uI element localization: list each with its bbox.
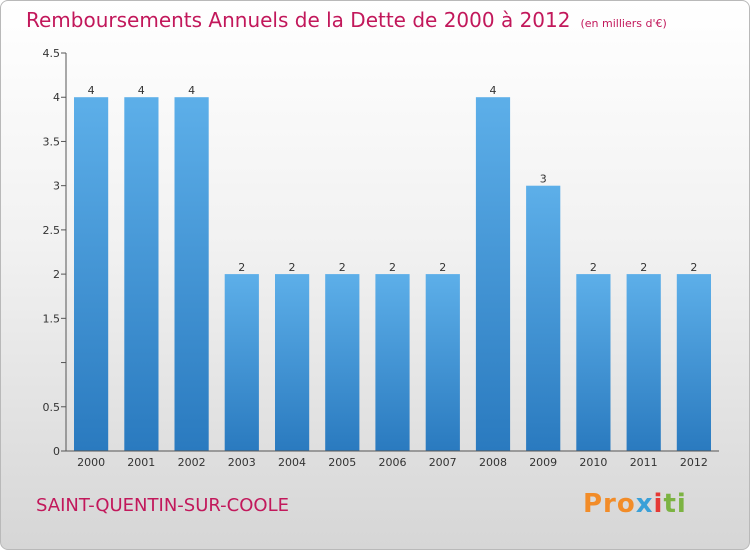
y-tick-label-4: 2 (53, 268, 60, 281)
logo-part-1: Pro (583, 489, 636, 519)
bar-2001 (124, 97, 159, 451)
x-tick-2011: 2011 (630, 456, 658, 469)
chart-title-text: Remboursements Annuels de la Dette de 20… (26, 8, 571, 32)
bar-2006 (375, 274, 410, 451)
value-label-2005: 2 (339, 261, 346, 274)
value-label-2002: 4 (188, 84, 195, 97)
value-label-2007: 2 (439, 261, 446, 274)
bar-2012 (676, 274, 711, 451)
value-label-2011: 2 (640, 261, 647, 274)
y-tick-label-3: 1.5 (43, 312, 61, 325)
bar-2008 (475, 97, 511, 451)
x-tick-2002: 2002 (178, 456, 206, 469)
y-tick-label-6: 3 (53, 180, 60, 193)
axes-group: 2000 2001 2002 2003 2004 2005 2006 2007 2008 2009… (43, 47, 719, 469)
bar-2011 (626, 274, 661, 451)
value-label-2012: 2 (690, 261, 697, 274)
proxiti-logo: Proxiti (583, 489, 687, 519)
chart-title: Remboursements Annuels de la Dette de 20… (26, 8, 667, 32)
bar-2000 (74, 97, 109, 451)
value-label-2008: 4 (490, 84, 497, 97)
logo-part-2: x (635, 489, 654, 519)
y-tick-label-9: 4.5 (43, 47, 61, 60)
logo-part-4: ti (663, 489, 687, 519)
y-tick-label-1: 0.5 (43, 401, 61, 414)
y-tick-label-5: 2.5 (43, 224, 61, 237)
x-tick-2000: 2000 (77, 456, 105, 469)
commune-name: SAINT-QUENTIN-SUR-COOLE (36, 495, 289, 516)
x-tick-2005: 2005 (328, 456, 356, 469)
bar-2004 (275, 274, 310, 451)
y-tick-label-0: 0 (53, 445, 60, 458)
x-tick-2008: 2008 (479, 456, 507, 469)
value-label-2009: 3 (540, 173, 547, 186)
x-tick-2009: 2009 (529, 456, 557, 469)
x-tick-2010: 2010 (579, 456, 607, 469)
bar-2002 (174, 97, 209, 451)
bar-2010 (576, 274, 611, 451)
value-label-2006: 2 (389, 261, 396, 274)
bars-group: 4 4 4 2 2 2 2 2 4 3 2 2 2 (74, 84, 711, 451)
x-tick-2012: 2012 (680, 456, 708, 469)
x-tick-2001: 2001 (127, 456, 155, 469)
bar-2005 (325, 274, 360, 451)
y-tick-label-8: 4 (53, 91, 60, 104)
x-tick-2007: 2007 (429, 456, 457, 469)
value-label-2004: 2 (289, 261, 296, 274)
value-label-2003: 2 (238, 261, 245, 274)
x-tick-2006: 2006 (379, 456, 407, 469)
x-tick-2003: 2003 (228, 456, 256, 469)
x-tick-2004: 2004 (278, 456, 306, 469)
bar-2003 (224, 274, 259, 451)
value-label-2001: 4 (138, 84, 145, 97)
logo-part-3: i (653, 489, 664, 519)
chart-unit: (en milliers d'€) (580, 17, 667, 30)
value-label-2010: 2 (590, 261, 597, 274)
value-label-2000: 4 (88, 84, 95, 97)
bar-2009 (526, 185, 561, 451)
bar-2007 (425, 274, 460, 451)
y-tick-label-7: 3.5 (43, 135, 61, 148)
